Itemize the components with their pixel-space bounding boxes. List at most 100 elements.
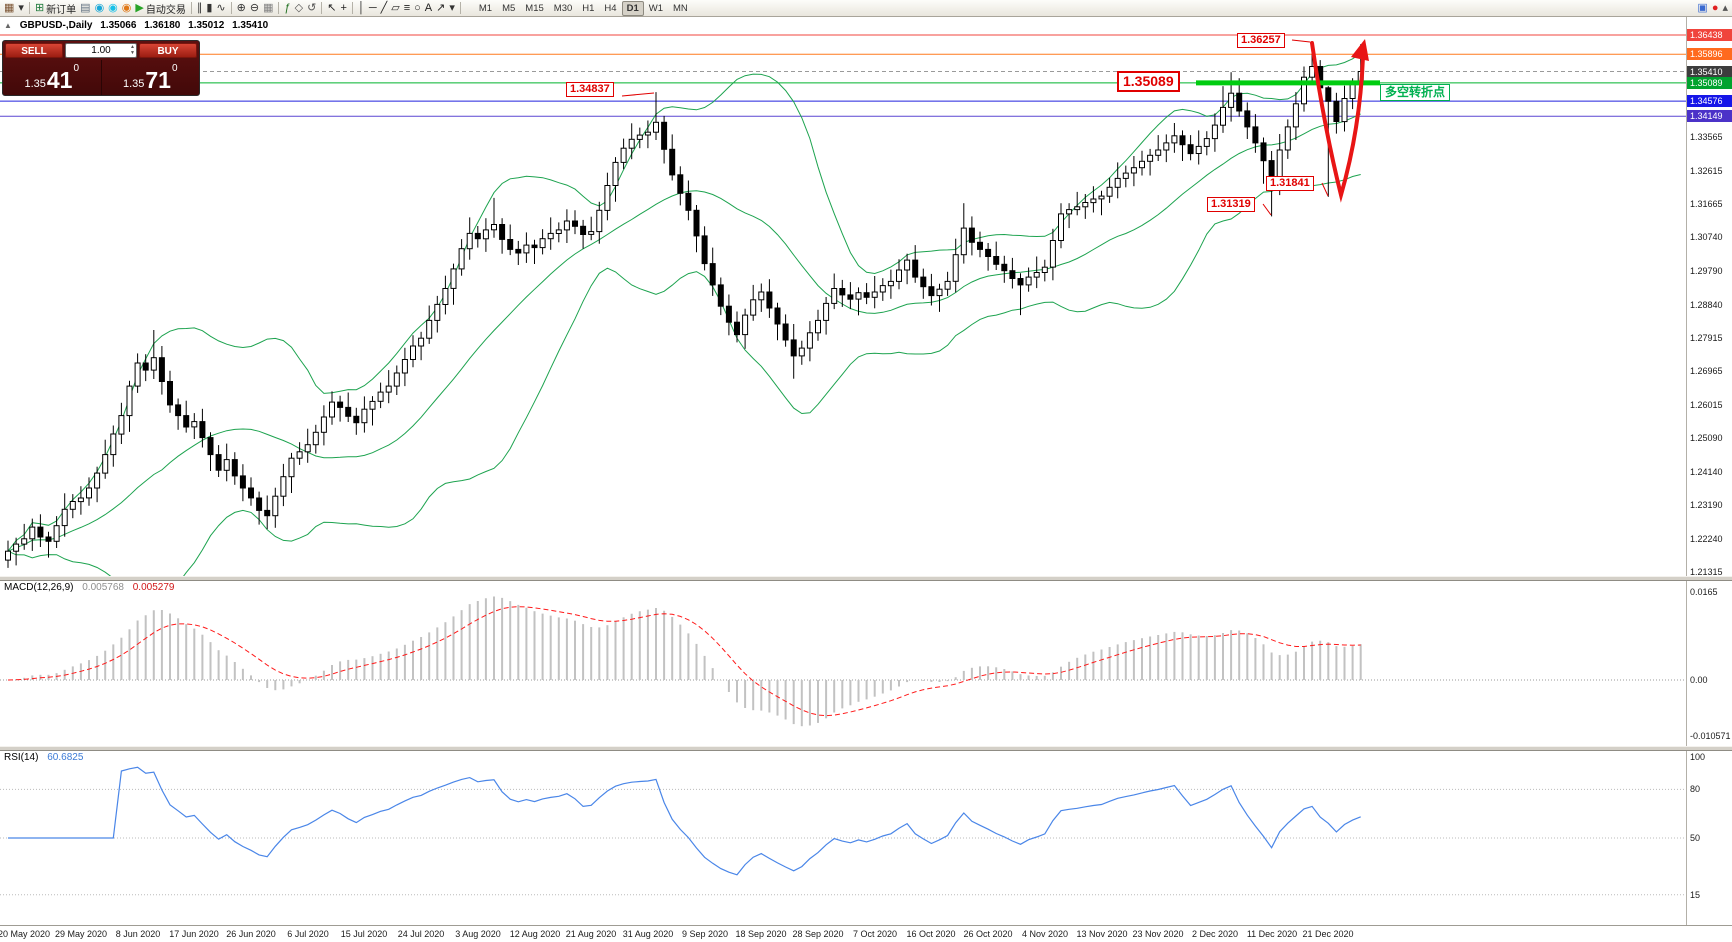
timeframe-M15[interactable]: M15 — [525, 2, 544, 14]
time-axis[interactable]: 20 May 2020 29 May 2020 8 Jun 2020 17 Jun 2… — [0, 925, 1732, 942]
sell-button[interactable]: SELL — [5, 43, 63, 58]
axis-label: 1.35089 — [1687, 76, 1732, 89]
arrows-icon[interactable]: ↗ — [436, 1, 446, 14]
volume-spinner[interactable]: ▲ ▼ — [130, 44, 135, 56]
axis-label: 1.34576 — [1687, 95, 1732, 108]
axis-label: 1.22240 — [1690, 534, 1723, 545]
axis-label: 0.00 — [1690, 674, 1708, 685]
timeframe-H1[interactable]: H1 — [582, 2, 595, 14]
line-chart-icon[interactable]: ∿ — [216, 1, 226, 14]
autotrade-button[interactable]: ▶ 自动交易 — [135, 1, 186, 16]
date-label: 21 Dec 2020 — [1302, 929, 1354, 939]
toolbar-separator — [28, 2, 30, 14]
main-price-chart[interactable] — [0, 17, 1686, 576]
timeframe-D1[interactable]: D1 — [621, 0, 644, 16]
price-axis[interactable]: 1.36438 1.35896 1.35410 1.35089 1.34576 1.341… — [1686, 17, 1732, 925]
volume-value: 1.00 — [91, 45, 111, 56]
timeframe-H4[interactable]: H4 — [604, 2, 617, 14]
date-label: 9 Sep 2020 — [681, 929, 729, 939]
price-label-131319[interactable]: 1.31319 — [1207, 197, 1255, 212]
bar-chart-icon[interactable]: ∥ — [196, 1, 203, 14]
toolbar-separator — [351, 2, 353, 14]
axis-label: 1.26015 — [1690, 400, 1723, 411]
timeframe-MN[interactable]: MN — [672, 2, 688, 14]
candlestick-chart-icon[interactable]: ▮ — [206, 1, 213, 14]
toolbar-separator — [230, 2, 232, 14]
quote-low: 1.35012 — [188, 20, 225, 31]
date-label: 7 Oct 2020 — [852, 929, 898, 939]
timeframe-W1[interactable]: W1 — [648, 2, 663, 14]
spinner-down-icon[interactable]: ▼ — [130, 50, 135, 56]
horizontal-line-icon[interactable]: ─ — [368, 1, 377, 14]
indicators-icon[interactable]: ƒ — [284, 1, 291, 14]
market-depth-icon[interactable]: ◉ — [94, 1, 105, 14]
date-label: 18 Sep 2020 — [735, 929, 787, 939]
spinner-up-icon[interactable]: ▲ — [130, 44, 135, 50]
buy-price[interactable]: 1.35 71 0 — [102, 60, 200, 95]
vertical-line-icon[interactable]: │ — [357, 1, 365, 14]
channel-icon[interactable]: ▱ — [391, 1, 400, 14]
quote-open: 1.35066 — [100, 20, 137, 31]
date-label: 24 Jul 2020 — [397, 929, 445, 939]
turning-point-label[interactable]: 多空转折点 — [1380, 84, 1451, 101]
date-label: 23 Nov 2020 — [1132, 929, 1184, 939]
rsi-label: RSI(14) — [4, 752, 39, 763]
objects-list-icon[interactable]: ◇ — [294, 1, 304, 14]
chart-symbol-header: ▲ GBPUSD-,Daily 1.35066 1.36180 1.35012 … — [4, 20, 273, 31]
timeframe-M5[interactable]: M5 — [502, 2, 516, 14]
price-label-134837[interactable]: 1.34837 — [566, 82, 614, 97]
timeframe-M30[interactable]: M30 — [553, 2, 573, 14]
crosshair-icon[interactable]: + — [340, 1, 347, 14]
toolbar-separator — [321, 2, 323, 14]
axis-label: 1.25090 — [1690, 432, 1723, 443]
refresh-icon[interactable]: ↺ — [307, 1, 317, 14]
date-label: 29 May 2020 — [54, 929, 108, 939]
notification-icon[interactable]: ● — [1711, 1, 1719, 14]
chart-profiles-caret-icon[interactable]: ▾ — [18, 1, 24, 14]
grid-icon[interactable]: ▦ — [263, 1, 274, 14]
panel-separator-macd[interactable] — [0, 576, 1732, 581]
macd-signal-value: 0.005279 — [132, 582, 175, 593]
price-label-131841[interactable]: 1.31841 — [1266, 176, 1314, 191]
scroll-up-icon[interactable]: ▴ — [1722, 1, 1728, 14]
toolbar: ▦ ▾ ⊞ 新订单 ▤ ◉ ◉ ◉ ▶ 自动交易 ∥ ▮ ∿ ⊕ ⊖ ▦ ƒ ◇ ↺ ↖ + │ ─ ╱ ▱ ≡ ○ A ↗ ▾ M1 M5… — [0, 0, 1732, 17]
trendline-icon[interactable]: ╱ — [380, 1, 388, 14]
rsi-panel[interactable] — [0, 749, 1686, 925]
date-label: 17 Jun 2020 — [169, 929, 219, 939]
toolbar-separator — [459, 2, 461, 14]
date-label: 26 Jun 2020 — [226, 929, 276, 939]
timeframe-M1[interactable]: M1 — [478, 2, 493, 14]
cursor-icon[interactable]: ↖ — [327, 1, 337, 14]
axis-label: 1.26965 — [1690, 366, 1723, 377]
date-label: 8 Jun 2020 — [115, 929, 161, 939]
shapes-icon[interactable]: ○ — [414, 1, 421, 14]
new-chart-icon[interactable]: ▦ — [4, 1, 15, 14]
print-preview-icon[interactable]: ▤ — [80, 1, 91, 14]
axis-label: 1.34149 — [1687, 110, 1732, 123]
date-label: 13 Nov 2020 — [1076, 929, 1128, 939]
history-center-icon[interactable]: ◉ — [108, 1, 118, 14]
macd-panel[interactable] — [0, 579, 1686, 746]
axis-label: 1.27915 — [1690, 332, 1723, 343]
alerts-icon[interactable]: ◉ — [121, 1, 132, 14]
volume-input[interactable]: 1.00 ▲ ▼ — [65, 43, 137, 58]
new-order-button[interactable]: ⊞ 新订单 — [34, 1, 77, 16]
axis-label: 1.23190 — [1690, 500, 1723, 511]
objects-caret-icon[interactable]: ▾ — [449, 1, 455, 14]
sell-price[interactable]: 1.35 41 0 — [3, 60, 101, 95]
panel-separator-rsi[interactable] — [0, 746, 1732, 751]
price-label-135089[interactable]: 1.35089 — [1117, 71, 1180, 92]
price-label-136257[interactable]: 1.36257 — [1237, 33, 1285, 48]
date-label: 3 Aug 2020 — [455, 929, 501, 939]
toolbar-separator — [190, 2, 192, 14]
window-icon[interactable]: ▣ — [1697, 1, 1708, 14]
date-label: 31 Aug 2020 — [622, 929, 674, 939]
zoom-out-icon[interactable]: ⊖ — [249, 1, 260, 14]
one-click-trading-panel: SELL 1.00 ▲ ▼ BUY 1.35 41 0 1.35 71 0 — [2, 40, 200, 96]
text-icon[interactable]: A — [424, 1, 433, 14]
zoom-in-icon[interactable]: ⊕ — [236, 1, 246, 14]
fibonacci-icon[interactable]: ≡ — [403, 1, 411, 14]
one-click-collapse-icon[interactable]: ▲ — [4, 21, 12, 30]
buy-price-big: 71 — [145, 67, 171, 93]
buy-button[interactable]: BUY — [139, 43, 197, 58]
